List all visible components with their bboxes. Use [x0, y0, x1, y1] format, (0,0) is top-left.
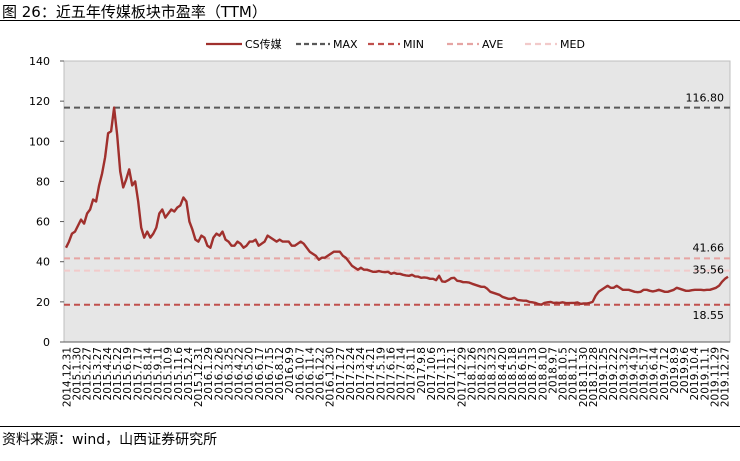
ref-label-max: 116.80 — [686, 92, 725, 105]
legend-label: MED — [560, 38, 585, 51]
legend-label: MAX — [333, 38, 358, 51]
x-tick-label: 2016.10.7 — [294, 347, 306, 400]
x-tick-label: 2019.6.14 — [649, 347, 661, 401]
x-tick-label: 2019.5.17 — [639, 347, 651, 400]
x-tick-label: 2018.9.7 — [547, 347, 559, 394]
x-tick-label: 2016.2.26 — [213, 347, 225, 401]
x-tick-label: 2016.3.25 — [224, 347, 236, 400]
x-tick-label: 2016.12.2 — [315, 347, 327, 400]
x-tick-label: 2015.11.6 — [173, 347, 185, 401]
x-tick-label: 2015.2.27 — [82, 347, 94, 400]
x-tick-label: 2018.6.15 — [517, 347, 529, 400]
x-tick-label: 2019.7.12 — [659, 347, 671, 400]
x-tick-label: 2016.12.30 — [325, 347, 337, 407]
x-tick-label: 2019.10.4 — [689, 347, 701, 401]
x-tick-label: 2017.12.29 — [456, 347, 468, 407]
y-tick-label: 0 — [43, 336, 50, 349]
x-tick-label: 2018.5.18 — [507, 347, 519, 400]
source-overline — [0, 426, 740, 427]
x-tick-label: 2015.10.9 — [163, 347, 175, 400]
y-tick-label: 140 — [29, 55, 50, 68]
x-tick-label: 2017.11.3 — [436, 347, 448, 400]
x-tick-label: 2015.1.30 — [72, 347, 84, 400]
x-tick-label: 2016.11.4 — [305, 347, 317, 401]
x-tick-label: 2018.2.23 — [477, 347, 489, 400]
x-tick-label: 2016.4.22 — [234, 347, 246, 400]
x-tick-label: 2017.9.8 — [416, 347, 428, 394]
x-tick-label: 2019.2.22 — [608, 347, 620, 400]
y-tick-label: 80 — [36, 175, 50, 188]
x-tick-label: 2016.5.20 — [244, 347, 256, 400]
x-tick-label: 2017.6.16 — [385, 347, 397, 401]
series-line-cs-media — [64, 106, 729, 306]
x-tick-label: 2015.8.14 — [143, 347, 155, 401]
legend-label: CS传媒 — [245, 38, 282, 51]
x-tick-label: 2019.8.9 — [669, 347, 681, 394]
x-tick-label: 2015.4.24 — [102, 347, 114, 401]
ref-label-min: 18.55 — [693, 309, 725, 322]
x-tick-label: 2018.4.20 — [497, 347, 509, 400]
x-tick-label: 2019.11.1 — [699, 347, 711, 400]
x-tick-label: 2014.12.31 — [62, 347, 74, 407]
x-tick-label: 2015.12.31 — [193, 347, 205, 407]
x-tick-label: 2016.6.17 — [254, 347, 266, 400]
x-tick-label: 2018.11.30 — [578, 347, 590, 407]
source-note: 资料来源：wind，山西证券研究所 — [2, 432, 218, 448]
x-tick-label: 2017.12.1 — [446, 347, 458, 400]
x-tick-label: 2019.12.27 — [720, 347, 732, 407]
ref-label-med: 35.56 — [693, 264, 725, 277]
x-tick-label: 2016.8.12 — [274, 347, 286, 400]
y-tick-label: 120 — [29, 95, 50, 108]
x-tick-label: 2017.1.27 — [335, 347, 347, 400]
x-tick-label: 2016.7.15 — [264, 347, 276, 400]
x-tick-label: 2018.11.2 — [568, 347, 580, 400]
x-tick-label: 2017.8.11 — [406, 347, 418, 400]
legend-label: MIN — [403, 38, 424, 51]
x-tick-label: 2015.5.22 — [112, 347, 124, 400]
x-tick-label: 2015.12.4 — [183, 347, 195, 401]
x-tick-label: 2015.7.17 — [132, 347, 144, 400]
x-tick-label: 2018.12.28 — [588, 347, 600, 407]
y-tick-label: 20 — [36, 296, 50, 309]
figure-title: 图 26：近五年传媒板块市盈率（TTM） — [2, 3, 267, 21]
x-tick-label: 2018.1.26 — [466, 347, 478, 401]
x-tick-label: 2019.4.19 — [628, 347, 640, 400]
y-tick-label: 40 — [36, 256, 50, 269]
x-tick-label: 2019.11.29 — [709, 347, 721, 407]
x-tick-label: 2018.10.5 — [558, 347, 570, 400]
x-tick-label: 2016.1.29 — [203, 347, 215, 400]
plot-area — [63, 60, 731, 343]
x-tick-label: 2017.7.14 — [396, 347, 408, 401]
x-tick-label: 2017.2.24 — [345, 347, 357, 401]
x-tick-label: 2018.3.23 — [487, 347, 499, 400]
title-underline — [0, 20, 740, 21]
x-tick-label: 2017.4.21 — [365, 347, 377, 400]
x-tick-label: 2018.7.13 — [527, 347, 539, 400]
x-tick-label: 2016.9.9 — [284, 347, 296, 394]
ref-label-ave: 41.66 — [693, 241, 725, 254]
x-tick-label: 2017.3.24 — [355, 347, 367, 401]
y-tick-label: 100 — [29, 135, 50, 148]
x-tick-label: 2017.5.19 — [375, 347, 387, 400]
x-tick-label: 2019.3.22 — [618, 347, 630, 400]
x-tick-label: 2019.1.25 — [598, 347, 610, 400]
x-tick-label: 2018.8.10 — [537, 347, 549, 400]
y-tick-label: 60 — [36, 216, 50, 229]
x-tick-label: 2015.3.27 — [92, 347, 104, 400]
x-tick-label: 2015.6.19 — [122, 347, 134, 400]
x-tick-label: 2015.9.11 — [153, 347, 165, 400]
legend-label: AVE — [482, 38, 503, 51]
x-tick-label: 2017.10.6 — [426, 347, 438, 401]
x-tick-label: 2019.9.6 — [679, 347, 691, 394]
